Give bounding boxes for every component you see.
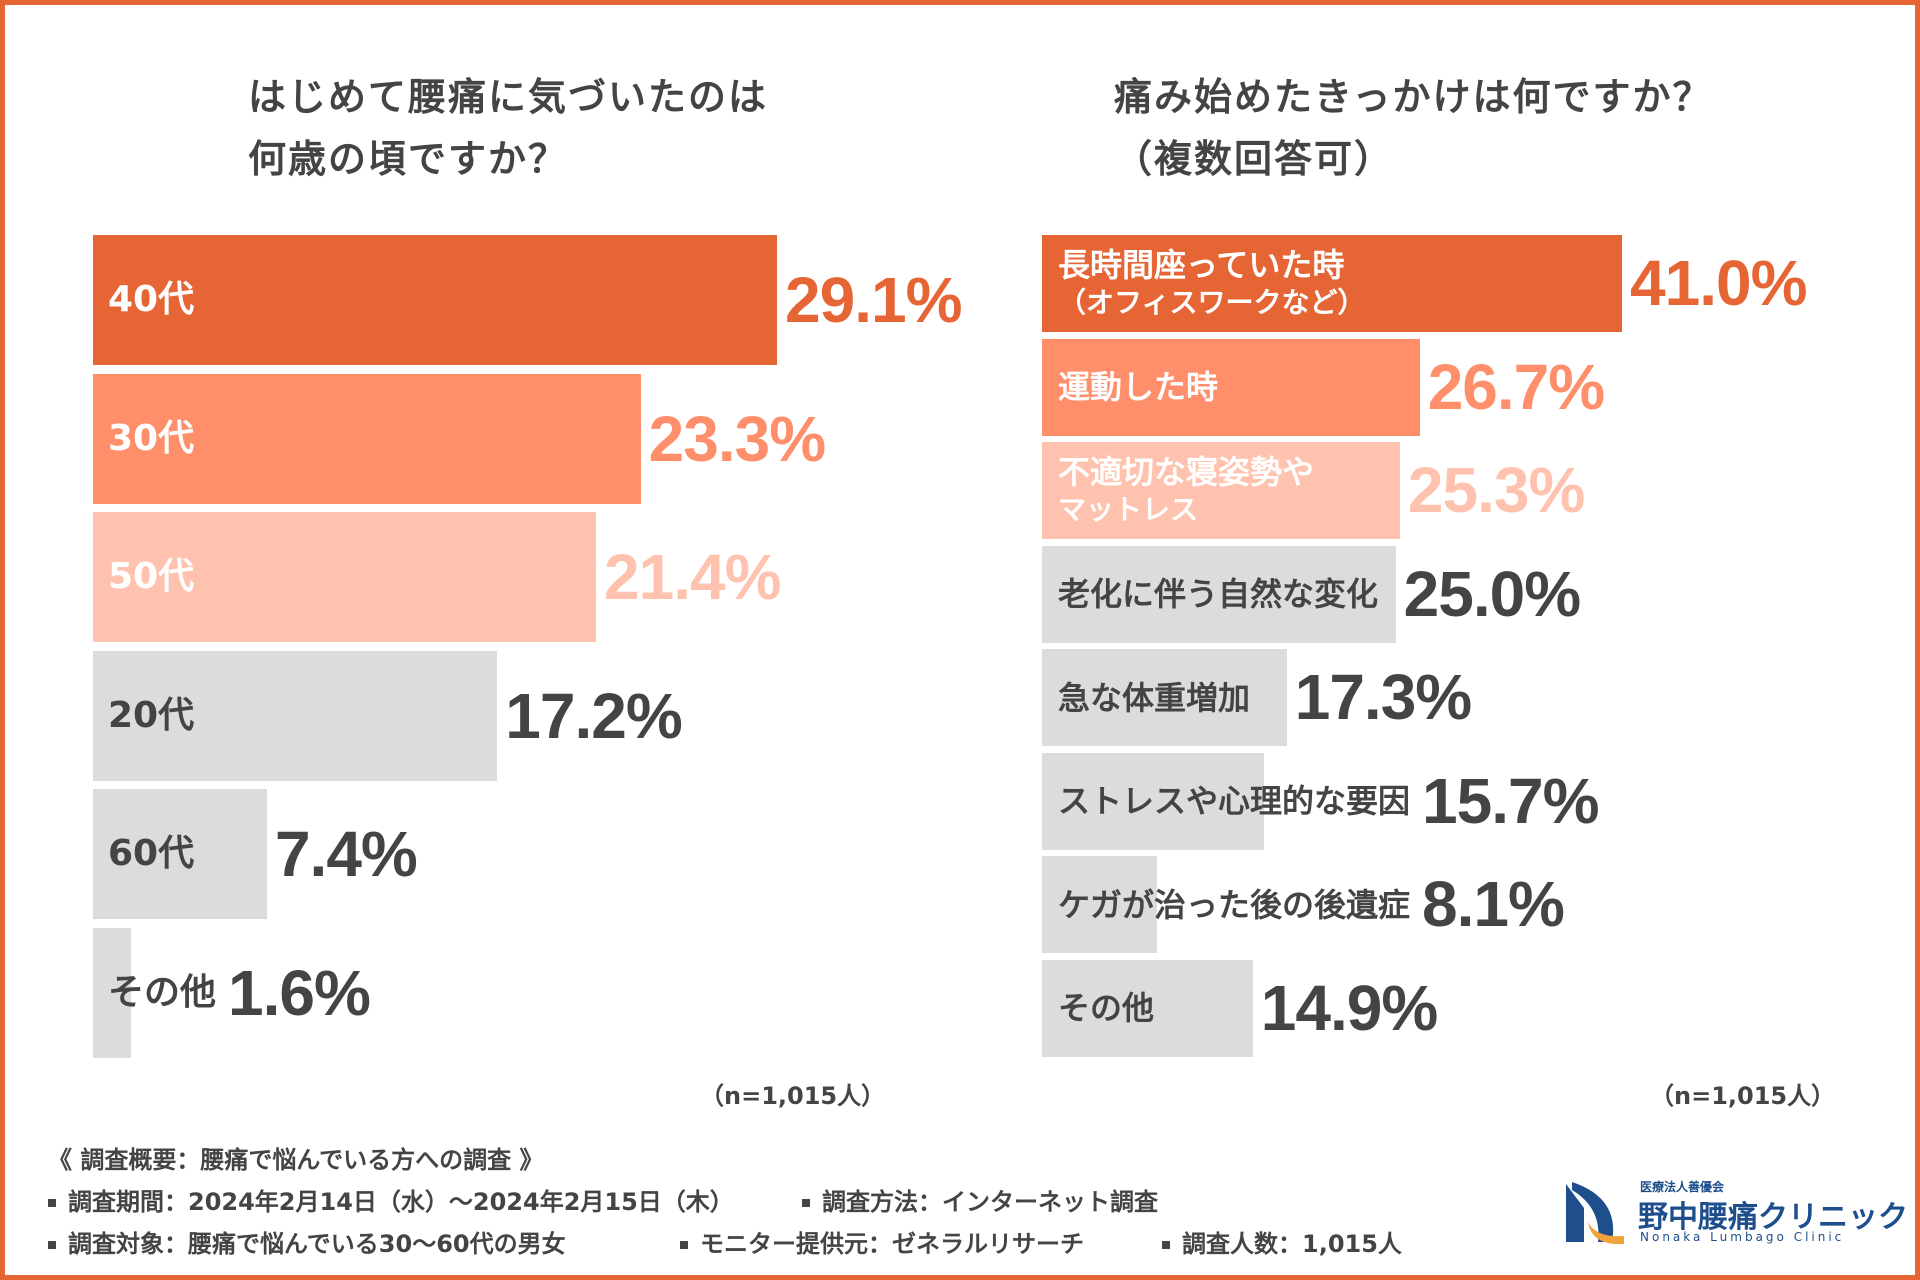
bar-value-label: 23.3% xyxy=(648,402,826,475)
bar-value-label: 1.6% xyxy=(228,957,371,1029)
bar xyxy=(93,650,498,781)
bar xyxy=(1042,235,1622,332)
bar-label: ケガが治った後の後遺症 xyxy=(1058,887,1410,923)
bar-label: 20代 xyxy=(108,694,195,736)
bar-label-line: 長時間座っていた時 xyxy=(1058,245,1345,284)
bar-value-label: 14.9% xyxy=(1260,971,1438,1044)
bar-value-label: 25.0% xyxy=(1403,557,1581,630)
bar xyxy=(1042,649,1287,746)
bar-label-line: 30代 xyxy=(108,417,195,459)
chart-title-right: 痛み始めたきっかけは何ですか？ （複数回答可） xyxy=(1114,66,1712,190)
bullet-icon xyxy=(48,1199,56,1207)
chart-title-left: はじめて腰痛に気づいたのは 何歳の頃ですか？ xyxy=(248,66,768,190)
bar-label: その他 xyxy=(1058,990,1154,1026)
clinic-name-english: Nonaka Lumbago Clinic xyxy=(1640,1230,1845,1244)
bar-label-line: 不適切な寝姿勢や xyxy=(1058,452,1315,491)
survey-count-line: 調査人数：1,015人 xyxy=(1162,1224,1402,1259)
chart-title-left-line1: はじめて腰痛に気づいたのは xyxy=(248,75,769,119)
bar-value-label: 25.3% xyxy=(1407,454,1585,526)
bar xyxy=(93,235,777,365)
bar xyxy=(93,789,267,920)
bar-value-label: 7.4% xyxy=(274,818,418,891)
bar xyxy=(93,373,641,504)
bar-label: 急な体重増加 xyxy=(1058,680,1250,716)
clinic-name: 野中腰痛クリニック xyxy=(1638,1200,1908,1235)
survey-overview: 《 調査概要：腰痛で悩んでいる方への調査 》 xyxy=(48,1146,544,1174)
bar-label-line: 老化に伴う自然な変化 xyxy=(1058,575,1379,613)
survey-method-line: 調査方法：インターネット調査 xyxy=(802,1182,1158,1217)
bar-label: 老化に伴う自然な変化 xyxy=(1058,576,1378,612)
sample-size-note-right: （n=1,015人） xyxy=(1650,1082,1836,1110)
bar xyxy=(1042,545,1396,643)
survey-period-line: 調査期間：2024年2月14日（水）〜2024年2月15日（木） xyxy=(48,1182,734,1217)
bar-label-line: 40代 xyxy=(108,279,195,320)
bar xyxy=(93,928,131,1058)
bar-value-label: 26.7% xyxy=(1427,350,1605,423)
chart-title-left-line2: 何歳の頃ですか？ xyxy=(248,137,569,181)
bar-label-line: 急な体重増加 xyxy=(1058,678,1251,717)
survey-method: 調査方法：インターネット調査 xyxy=(822,1188,1158,1216)
bar-label: ストレスや心理的な要因 xyxy=(1058,783,1410,819)
bullet-icon xyxy=(1162,1241,1170,1249)
sample-size-note-left: （n=1,015人） xyxy=(700,1082,886,1110)
bar-label-line: 60代 xyxy=(108,833,195,875)
bar xyxy=(1042,338,1420,436)
bullet-icon xyxy=(680,1241,688,1249)
survey-period: 調査期間：2024年2月14日（水）〜2024年2月15日（木） xyxy=(68,1188,734,1216)
bar-label-line: その他 xyxy=(108,972,217,1013)
bullet-icon xyxy=(802,1199,810,1207)
survey-provider-line: モニター提供元：ゼネラルリサーチ xyxy=(680,1224,1084,1259)
bar-value-label: 17.2% xyxy=(505,679,682,752)
bar-label: 長時間座っていた時 （オフィスワークなど） xyxy=(1058,246,1365,322)
bar-value-label: 15.7% xyxy=(1422,764,1599,837)
bar-label: 運動した時 xyxy=(1058,369,1218,405)
survey-provider: モニター提供元：ゼネラルリサーチ xyxy=(700,1230,1084,1258)
bar-label-line: 20代 xyxy=(108,694,195,736)
bar-label: 不適切な寝姿勢や マットレス xyxy=(1058,453,1314,529)
bar-value-label: 21.4% xyxy=(604,541,781,614)
bullet-icon xyxy=(48,1241,56,1249)
bar-label: その他 xyxy=(108,973,216,1013)
bar-label-line: 50代 xyxy=(108,556,195,598)
bar xyxy=(1042,856,1157,953)
bar-value-label: 17.3% xyxy=(1294,661,1472,733)
survey-count: 調査人数：1,015人 xyxy=(1182,1230,1402,1258)
bar-value-label: 29.1% xyxy=(785,264,962,336)
clinic-corp-name: 医療法人善優会 xyxy=(1640,1180,1725,1194)
bar-label: 40代 xyxy=(108,280,194,320)
chart-title-right-line2: （複数回答可） xyxy=(1114,137,1395,181)
bar-label-line: ストレスや心理的な要因 xyxy=(1058,782,1411,820)
survey-target: 調査対象：腰痛で悩んでいる30〜60代の男女 xyxy=(68,1230,566,1258)
bar-label: 60代 xyxy=(108,834,194,874)
clinic-logo-icon xyxy=(1566,1182,1624,1245)
bar xyxy=(1042,442,1400,539)
survey-target-line: 調査対象：腰痛で悩んでいる30〜60代の男女 xyxy=(48,1224,566,1259)
bar xyxy=(1042,752,1265,850)
bar-label-line: マットレス xyxy=(1058,492,1199,526)
bar xyxy=(93,512,596,643)
bar-label: 30代 xyxy=(108,417,195,459)
chart-title-right-line1: 痛み始めたきっかけは何ですか？ xyxy=(1114,75,1713,119)
bar-value-label: 41.0% xyxy=(1630,247,1807,319)
bar-label-line: 運動した時 xyxy=(1058,368,1219,406)
bar-label-line: （オフィスワークなど） xyxy=(1058,285,1366,319)
bar xyxy=(1042,959,1253,1057)
clinic-logo: 医療法人善優会 野中腰痛クリニック Nonaka Lumbago Clinic xyxy=(1562,1178,1908,1248)
bar-value-label: 8.1% xyxy=(1422,868,1565,940)
bar-label-line: ケガが治った後の後遺症 xyxy=(1058,885,1411,924)
bar-label: 50代 xyxy=(108,557,194,597)
bar-label-line: その他 xyxy=(1058,989,1155,1027)
